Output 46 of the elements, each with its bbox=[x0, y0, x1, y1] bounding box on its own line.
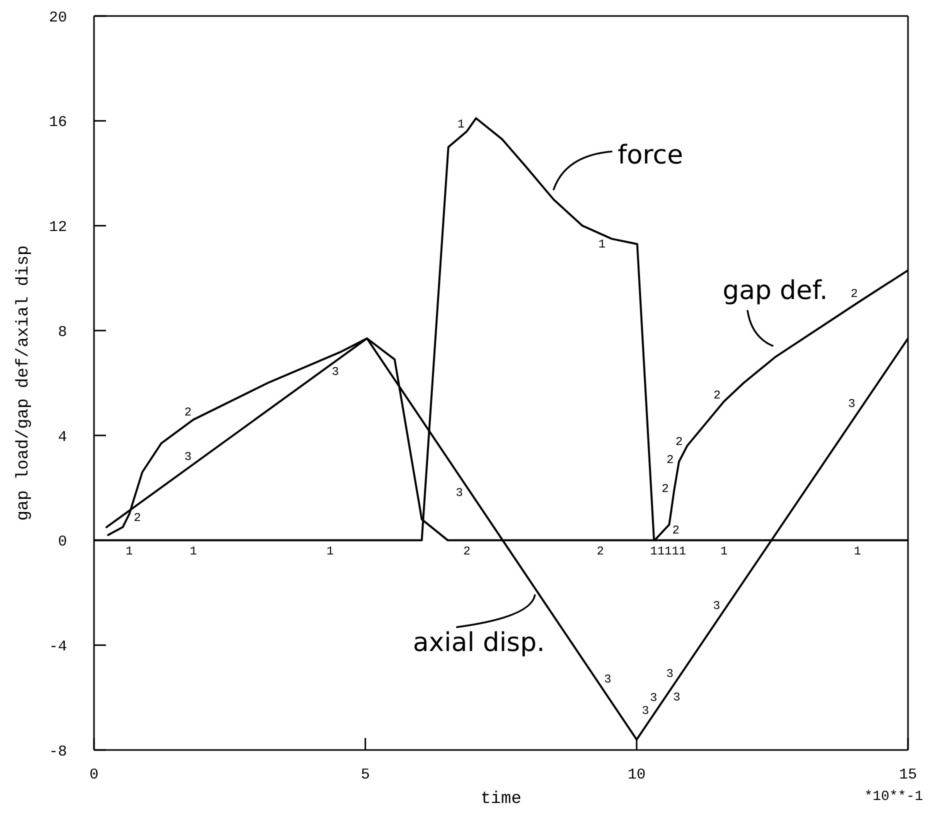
y-tick-label: 16 bbox=[48, 114, 67, 132]
annotation: 1 bbox=[854, 544, 862, 558]
annotation: 1 bbox=[190, 544, 197, 558]
annotation: 3 bbox=[456, 486, 463, 500]
x-tick-label: 5 bbox=[360, 766, 370, 784]
annotation: 2 bbox=[676, 434, 683, 449]
annotation: 3 bbox=[712, 599, 720, 614]
annotation: 2 bbox=[666, 453, 674, 468]
annotation: 3 bbox=[642, 704, 650, 718]
y-tick-label: 12 bbox=[48, 219, 67, 236]
annotation: 2 bbox=[850, 287, 858, 302]
annotation: 3 bbox=[332, 364, 339, 379]
y-tick-label: 4 bbox=[58, 428, 67, 446]
legend-label: force bbox=[618, 140, 684, 170]
annotation: 3 bbox=[666, 667, 674, 682]
annotation: 3 bbox=[848, 397, 856, 412]
y-tick-label: 0 bbox=[58, 534, 67, 551]
annotation: 3 bbox=[650, 690, 658, 705]
series-label: axial disp. bbox=[412, 628, 545, 658]
x-tick-label: 15 bbox=[898, 766, 918, 784]
annotation: 2 bbox=[662, 482, 669, 496]
y-tick-label: -8 bbox=[48, 743, 67, 760]
annotation: 1 bbox=[457, 117, 465, 132]
y-tick-label: 20 bbox=[48, 9, 67, 26]
annotation: 3 bbox=[604, 672, 612, 686]
x-axis-title: time bbox=[480, 790, 522, 809]
annotation: 2 bbox=[134, 511, 141, 526]
series-label: gap def. bbox=[722, 276, 828, 306]
x-tick-label: 10 bbox=[628, 766, 646, 784]
annotation: 2 bbox=[463, 544, 470, 558]
annotation: 1 bbox=[598, 238, 606, 252]
y-tick-label: -4 bbox=[48, 638, 67, 656]
annotation: 3 bbox=[184, 450, 192, 464]
annotation: 1 bbox=[326, 544, 334, 558]
annotation: 2 bbox=[672, 524, 680, 538]
x-tick-label: 0 bbox=[89, 766, 99, 784]
annotation: 2 bbox=[184, 405, 192, 420]
text: *10**-1 bbox=[864, 789, 923, 805]
annotation: 11111 bbox=[650, 544, 686, 558]
annotation: 1 bbox=[720, 544, 728, 558]
annotation: 2 bbox=[596, 544, 604, 558]
annotation: 2 bbox=[714, 388, 721, 403]
y-tick-label: 8 bbox=[58, 324, 67, 341]
annotation: 3 bbox=[673, 690, 680, 704]
annotation: 1 bbox=[126, 544, 133, 558]
y-axis-title: gap load/gap def/axial disp bbox=[14, 245, 34, 521]
